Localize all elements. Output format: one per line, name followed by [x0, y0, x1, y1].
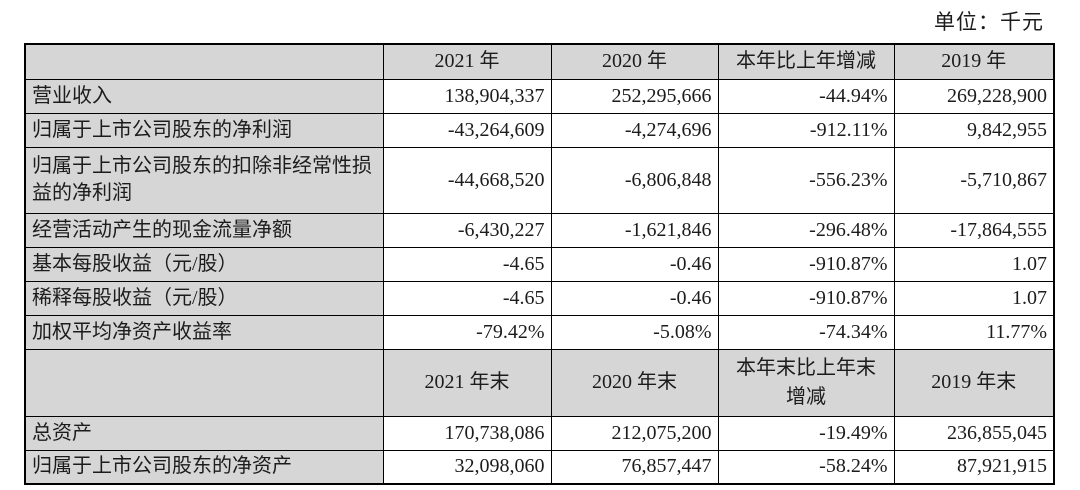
table-row-operating-revenue: 营业收入 138,904,337 252,295,666 -44.94% 269…: [24, 78, 1055, 114]
unit-label: 单位：千元: [934, 10, 1044, 34]
col-header-2020-end: 2020 年末: [550, 348, 719, 417]
value-cell: 212,075,200: [550, 415, 719, 451]
value-cell: -17,864,555: [893, 212, 1055, 248]
value-cell: -1,621,846: [550, 212, 719, 248]
table-row-weighted-avg-roe: 加权平均净资产收益率 -79.42% -5.08% -74.34% 11.77%: [24, 314, 1055, 350]
value-cell: -44.94%: [717, 78, 895, 114]
value-cell: -43,264,609: [382, 112, 552, 148]
col-header-2021-end: 2021 年末: [382, 348, 552, 417]
table-row-net-profit: 归属于上市公司股东的净利润 -43,264,609 -4,274,696 -91…: [24, 112, 1055, 148]
row-label: 归属于上市公司股东的净利润: [24, 112, 384, 148]
row-label: 总资产: [24, 415, 384, 451]
col-header-2021: 2021 年: [382, 43, 552, 80]
value-cell: -910.87%: [717, 280, 895, 316]
row-label: 营业收入: [24, 78, 384, 114]
value-cell: 87,921,915: [893, 449, 1055, 485]
value-cell: -4,274,696: [550, 112, 719, 148]
value-cell: 170,738,086: [382, 415, 552, 451]
row-label: 稀释每股收益（元/股）: [24, 280, 384, 316]
row-label: 经营活动产生的现金流量净额: [24, 212, 384, 248]
value-cell: 32,098,060: [382, 449, 552, 485]
value-cell: -556.23%: [717, 146, 895, 214]
value-cell: -74.34%: [717, 314, 895, 350]
value-cell: -0.46: [550, 246, 719, 282]
col-header-year-end-change-text: 本年末比上年末增减: [736, 356, 876, 408]
value-cell: -44,668,520: [382, 146, 552, 214]
value-cell: -4.65: [382, 280, 552, 316]
table-row-net-profit-excl-nonrecurring: 归属于上市公司股东的扣除非经常性损益的净利润 -44,668,520 -6,80…: [24, 146, 1055, 214]
value-cell: -910.87%: [717, 246, 895, 282]
value-cell: -296.48%: [717, 212, 895, 248]
value-cell: 1.07: [893, 246, 1055, 282]
value-cell: -4.65: [382, 246, 552, 282]
financial-summary-table: 2021 年 2020 年 本年比上年增减 2019 年 营业收入 138,90…: [24, 43, 1055, 485]
table-row-basic-eps: 基本每股收益（元/股） -4.65 -0.46 -910.87% 1.07: [24, 246, 1055, 282]
value-cell: 9,842,955: [893, 112, 1055, 148]
value-cell: -0.46: [550, 280, 719, 316]
value-cell: -19.49%: [717, 415, 895, 451]
col-header-yoy-change: 本年比上年增减: [717, 43, 895, 80]
value-cell: -79.42%: [382, 314, 552, 350]
value-cell: -6,430,227: [382, 212, 552, 248]
table-row-diluted-eps: 稀释每股收益（元/股） -4.65 -0.46 -910.87% 1.07: [24, 280, 1055, 316]
table-row-net-assets: 归属于上市公司股东的净资产 32,098,060 76,857,447 -58.…: [24, 449, 1055, 485]
col-header-2020: 2020 年: [550, 43, 719, 80]
value-cell: -6,806,848: [550, 146, 719, 214]
value-cell: 236,855,045: [893, 415, 1055, 451]
header-row-year-end: 2021 年末 2020 年末 本年末比上年末增减 2019 年末: [24, 348, 1055, 417]
value-cell: -5,710,867: [893, 146, 1055, 214]
value-cell: 11.77%: [893, 314, 1055, 350]
value-cell: 138,904,337: [382, 78, 552, 114]
table-row-total-assets: 总资产 170,738,086 212,075,200 -19.49% 236,…: [24, 415, 1055, 451]
value-cell: 1.07: [893, 280, 1055, 316]
value-cell: 76,857,447: [550, 449, 719, 485]
row-label: 加权平均净资产收益率: [24, 314, 384, 350]
header-empty-cell: [24, 348, 384, 417]
table-row-operating-cash-flow: 经营活动产生的现金流量净额 -6,430,227 -1,621,846 -296…: [24, 212, 1055, 248]
row-label: 归属于上市公司股东的扣除非经常性损益的净利润: [24, 146, 384, 214]
row-label: 归属于上市公司股东的净资产: [24, 449, 384, 485]
row-label: 基本每股收益（元/股）: [24, 246, 384, 282]
value-cell: -5.08%: [550, 314, 719, 350]
value-cell: 252,295,666: [550, 78, 719, 114]
value-cell: 269,228,900: [893, 78, 1055, 114]
col-header-2019: 2019 年: [893, 43, 1055, 80]
header-row-annual: 2021 年 2020 年 本年比上年增减 2019 年: [24, 43, 1055, 80]
col-header-2019-end: 2019 年末: [893, 348, 1055, 417]
value-cell: -58.24%: [717, 449, 895, 485]
value-cell: -912.11%: [717, 112, 895, 148]
col-header-year-end-change: 本年末比上年末增减: [717, 348, 895, 417]
header-empty-cell: [24, 43, 384, 80]
